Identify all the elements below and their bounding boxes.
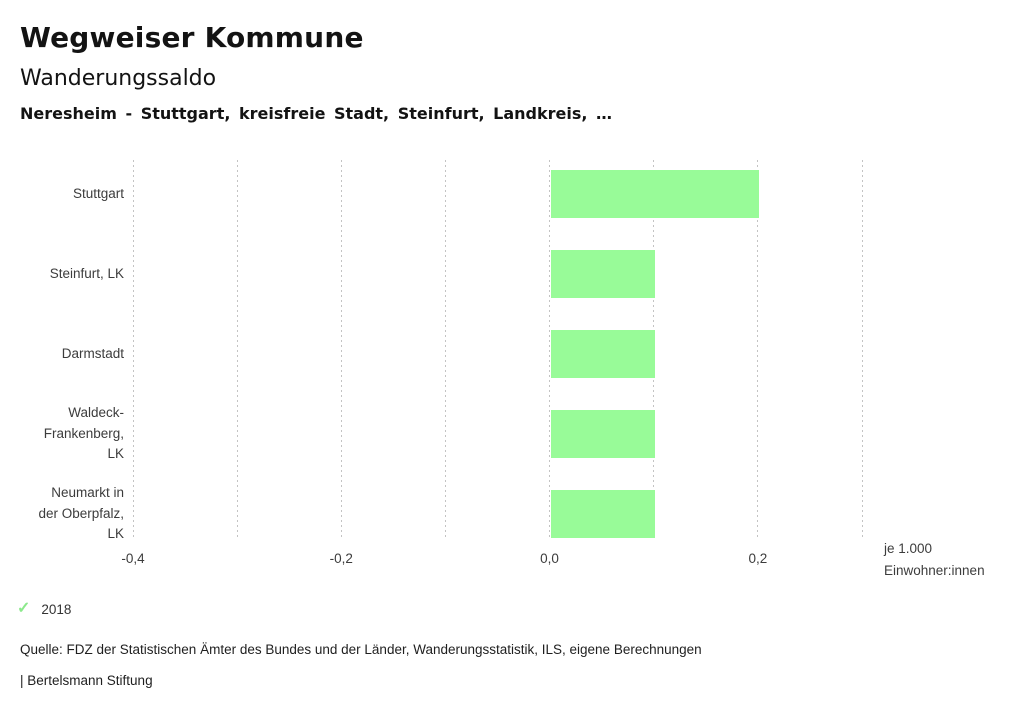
- checkmark-icon: ✓: [17, 600, 31, 617]
- gridline: [236, 160, 238, 540]
- page-title: Wegweiser Kommune: [20, 21, 364, 54]
- legend-year-toggle[interactable]: ✓ 2018: [17, 601, 71, 617]
- x-tick-label: 0,2: [748, 551, 768, 566]
- gridline: [132, 160, 134, 540]
- category-label: Neumarkt in der Oberpfalz, LK: [38, 485, 124, 542]
- x-tick-label: 0,0: [540, 551, 559, 566]
- category-label: Stuttgart: [72, 185, 124, 201]
- gridline: [444, 160, 446, 540]
- category-label: Waldeck- Frankenberg, LK: [43, 405, 124, 462]
- bar-stuttgart[interactable]: [550, 170, 759, 218]
- gridline: [340, 160, 342, 540]
- source-text: Quelle: FDZ der Statistischen Ämter des …: [20, 642, 702, 657]
- gridline: [861, 160, 863, 540]
- axis-unit-label: je 1.000 Einwohner:innen: [884, 541, 985, 578]
- bar-waldeck-frankenberg-lk[interactable]: [550, 410, 655, 458]
- category-label: Darmstadt: [61, 345, 124, 361]
- gridline: [757, 160, 759, 540]
- category-axis: Stuttgart Steinfurt, LK Darmstadt Waldeck- F…: [0, 160, 124, 542]
- gridline: [549, 160, 551, 540]
- bar-darmstadt[interactable]: [550, 330, 655, 378]
- legend-year-label: 2018: [41, 601, 72, 617]
- x-tick-label: -0,2: [329, 551, 353, 566]
- category-label: Steinfurt, LK: [49, 265, 124, 281]
- plot-area: [132, 160, 863, 540]
- x-tick-label: -0,4: [121, 551, 145, 566]
- branding-text: | Bertelsmann Stiftung: [20, 673, 153, 688]
- bar-neumarkt-in-der-oberpfalz-lk[interactable]: [550, 490, 655, 538]
- chart-title: Wanderungssaldo: [20, 66, 217, 91]
- bar-steinfurt-lk[interactable]: [550, 250, 655, 298]
- chart-locations-subtitle: Neresheim - Stuttgart, kreisfreie Stadt,…: [20, 104, 613, 123]
